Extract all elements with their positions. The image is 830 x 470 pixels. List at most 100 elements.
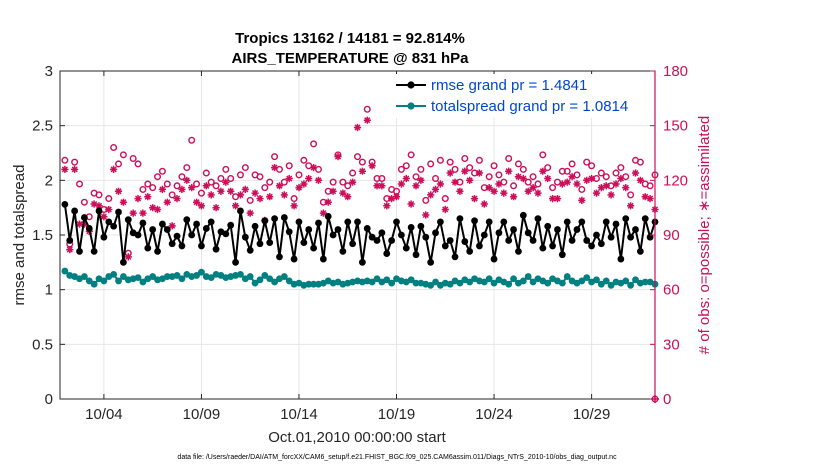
obs-possible-marker <box>163 180 171 188</box>
legend-rmse-label: rmse grand pr = 1.4841 <box>431 77 587 94</box>
totalspread-marker <box>266 275 274 283</box>
obs-assimilated-marker <box>446 169 454 177</box>
obs-assimilated-marker <box>144 193 152 201</box>
obs-assimilated-marker <box>641 193 649 201</box>
obs-possible-marker <box>612 169 620 177</box>
obs-possible-marker <box>412 173 420 181</box>
obs-possible-marker <box>173 182 181 190</box>
totalspread-marker <box>632 276 639 284</box>
totalspread-marker <box>505 280 513 288</box>
totalspread-marker <box>593 276 600 284</box>
obs-assimilated-marker <box>631 169 640 177</box>
rmse-marker <box>534 215 542 223</box>
obs-assimilated-marker <box>114 187 123 195</box>
obs-assimilated-marker <box>344 193 352 201</box>
rmse-marker <box>266 239 274 247</box>
obs-assimilated-marker <box>519 174 527 183</box>
totalspread-marker <box>149 273 157 280</box>
obs-assimilated-marker <box>602 182 610 190</box>
totalspread-marker <box>466 278 474 286</box>
totalspread-marker <box>456 279 464 287</box>
rmse-marker <box>524 229 532 237</box>
obs-possible-marker <box>134 160 142 168</box>
obs-assimilated-marker <box>617 174 625 183</box>
obs-possible-marker <box>246 196 254 204</box>
obs-assimilated-marker <box>568 173 576 181</box>
obs-possible-marker <box>475 156 483 164</box>
rmse-marker <box>539 244 547 252</box>
rmse-marker <box>300 239 308 247</box>
rmse-marker <box>227 221 235 229</box>
rmse-marker <box>71 207 79 215</box>
obs-assimilated-marker <box>451 178 459 186</box>
obs-possible-marker <box>461 154 469 162</box>
rmse-marker <box>476 242 483 250</box>
obs-possible-marker <box>602 173 610 181</box>
obs-assimilated-marker <box>246 209 254 217</box>
obs-assimilated-marker <box>563 178 571 186</box>
rmse-marker <box>95 207 103 215</box>
obs-possible-marker <box>95 191 103 199</box>
obs-assimilated-marker <box>588 174 596 183</box>
obs-possible-marker <box>300 156 308 164</box>
obs-assimilated-marker <box>149 204 157 212</box>
obs-assimilated-marker <box>480 200 488 208</box>
obs-possible-marker <box>358 158 366 166</box>
obs-possible-marker <box>80 198 88 206</box>
totalspread-marker <box>280 273 288 280</box>
rmse-marker <box>334 226 342 233</box>
obs-possible-marker <box>271 153 279 161</box>
chart-title-line1: Tropics 13162 / 14181 = 92.814% <box>235 30 465 47</box>
obs-possible-marker <box>144 180 152 188</box>
rmse-marker <box>583 237 591 244</box>
obs-possible-marker <box>61 156 69 164</box>
rmse-marker <box>466 248 474 255</box>
totalspread-marker <box>139 278 147 286</box>
rmse-marker <box>241 233 249 241</box>
rmse-marker <box>485 218 493 226</box>
obs-assimilated-marker <box>207 191 215 199</box>
obs-assimilated-marker <box>256 195 264 203</box>
obs-assimilated-marker <box>466 176 474 184</box>
obs-possible-marker <box>436 156 444 164</box>
rmse-marker <box>246 246 254 254</box>
totalspread-marker <box>100 277 108 285</box>
obs-assimilated-marker <box>295 184 303 192</box>
y-tick-label-left: 0.5 <box>32 336 53 353</box>
obs-possible-marker <box>110 144 118 152</box>
totalspread-marker <box>178 275 186 283</box>
y-tick-label-left: 0 <box>45 391 53 408</box>
totalspread-marker <box>412 279 420 287</box>
obs-assimilated-marker <box>197 202 205 210</box>
rmse-marker <box>85 225 93 232</box>
obs-assimilated-marker <box>412 182 420 190</box>
obs-possible-marker <box>549 184 557 192</box>
totalspread-marker <box>61 267 69 275</box>
obs-possible-marker <box>76 180 84 188</box>
x-tick-label: 10/04 <box>85 406 123 423</box>
obs-assimilated-marker <box>456 187 464 195</box>
totalspread-marker <box>368 278 376 286</box>
y-tick-label-right: 60 <box>663 282 680 299</box>
obs-assimilated-marker <box>573 180 581 188</box>
rmse-marker <box>256 240 264 248</box>
obs-possible-marker <box>578 185 586 193</box>
obs-possible-marker <box>363 105 371 113</box>
totalspread-marker <box>427 281 435 289</box>
rmse-marker <box>510 226 517 233</box>
obs-assimilated-marker <box>607 191 615 199</box>
rmse-marker <box>378 229 386 237</box>
obs-possible-marker <box>266 178 274 186</box>
obs-possible-marker <box>519 165 527 173</box>
obs-assimilated-marker <box>178 185 186 193</box>
obs-assimilated-marker <box>349 178 357 186</box>
totalspread-marker <box>480 278 488 286</box>
rmse-marker <box>315 219 322 227</box>
rmse-marker <box>261 217 269 225</box>
totalspread-marker <box>490 279 498 287</box>
obs-possible-marker <box>451 165 459 173</box>
obs-assimilated-marker <box>105 205 113 214</box>
rmse-marker <box>305 226 313 233</box>
rmse-marker <box>627 233 635 241</box>
totalspread-marker <box>285 277 293 285</box>
